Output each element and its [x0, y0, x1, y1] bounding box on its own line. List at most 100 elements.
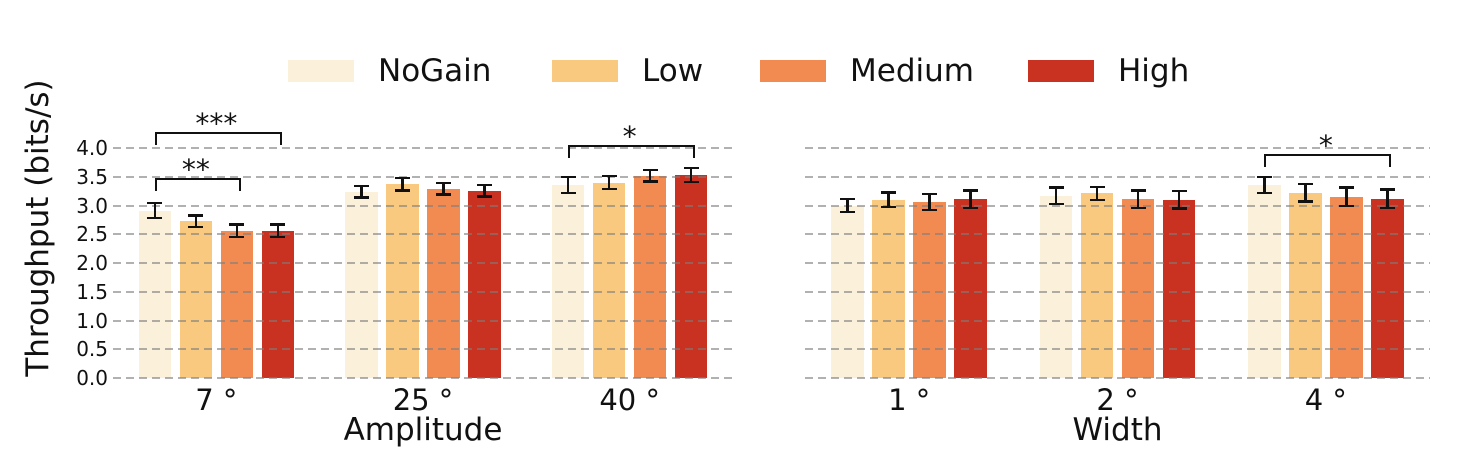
error-bar-cap — [1379, 206, 1395, 210]
bar-medium-25deg — [427, 188, 460, 378]
significance-label: * — [1318, 128, 1333, 162]
bar-medium-40deg — [633, 175, 667, 378]
error-bar — [607, 176, 611, 189]
bar-medium-7deg — [220, 230, 254, 378]
error-bar — [235, 224, 239, 238]
bar-low-2deg — [1080, 193, 1114, 378]
error-bar — [1054, 187, 1058, 204]
error-bar — [442, 183, 445, 195]
significance-label: ** — [181, 153, 210, 187]
error-bar — [969, 190, 972, 208]
error-bar — [1177, 191, 1181, 209]
error-bar-cap — [436, 193, 451, 196]
error-bar — [689, 168, 693, 182]
error-bar-cap — [601, 174, 617, 178]
gridline — [113, 175, 733, 178]
gridline — [113, 204, 733, 207]
error-bar-cap — [270, 235, 286, 239]
error-bar-cap — [1171, 207, 1187, 210]
legend-item-high: High — [1028, 50, 1189, 92]
x-axis-label: Amplitude — [343, 412, 503, 448]
y-tick-label: 0.0 — [76, 366, 108, 390]
error-bar-cap — [1048, 202, 1064, 206]
y-tick-label: 0.5 — [76, 337, 108, 362]
gridline — [113, 290, 733, 293]
gridline — [805, 204, 1430, 207]
legend-item-medium: Medium — [760, 50, 974, 92]
bar-medium-4deg — [1330, 196, 1363, 378]
error-bar-cap — [642, 168, 658, 172]
legend-swatch-high — [1028, 60, 1094, 82]
error-bar-cap — [922, 192, 938, 196]
significance-label: *** — [195, 106, 238, 140]
error-bar-cap — [963, 206, 979, 210]
significance-bracket — [1264, 153, 1392, 167]
error-bar — [360, 185, 363, 198]
y-tick-label: 4.0 — [76, 136, 108, 160]
error-bar — [194, 215, 198, 227]
error-bar-cap — [354, 184, 369, 188]
y-tick-label: 2.0 — [76, 251, 108, 275]
y-tick-label: 1.0 — [76, 308, 108, 333]
x-tick-label: 40 ° — [599, 383, 660, 417]
error-bar — [1386, 189, 1389, 208]
error-bar — [1304, 184, 1307, 202]
error-bar-cap — [1338, 204, 1354, 208]
legend-swatch-medium — [760, 60, 826, 82]
error-bar-cap — [1048, 186, 1064, 189]
bar-low-25deg — [386, 184, 419, 378]
error-bar — [276, 224, 280, 238]
error-bar-cap — [229, 235, 245, 239]
error-bar-cap — [1297, 200, 1313, 203]
x-tick-label: 2 ° — [1096, 383, 1139, 417]
legend-label: NoGain — [378, 53, 492, 89]
error-bar — [1136, 190, 1140, 208]
bar-low-4deg — [1289, 192, 1322, 378]
error-bar-cap — [188, 214, 204, 217]
error-bar-cap — [1379, 188, 1395, 191]
error-bar-cap — [881, 191, 897, 194]
error-bar-cap — [963, 189, 979, 192]
error-bar-cap — [270, 223, 286, 226]
gridline — [805, 147, 1430, 149]
bar-high-2deg — [1162, 199, 1196, 378]
gridline — [805, 290, 1430, 293]
error-bar-cap — [1171, 189, 1187, 193]
error-bar-cap — [1256, 191, 1272, 195]
gridline — [805, 175, 1430, 178]
gridline — [113, 262, 733, 264]
bar-low-7deg — [179, 221, 213, 378]
x-axis-label: Width — [1072, 412, 1163, 448]
error-bar — [153, 203, 157, 219]
bar-nogain-40deg — [551, 184, 585, 378]
legend-swatch-nogain — [288, 60, 354, 82]
gridline — [805, 262, 1430, 264]
error-bar-cap — [1338, 186, 1354, 189]
error-bar-cap — [354, 196, 369, 199]
significance-bracket — [154, 131, 282, 145]
y-tick-label: 1.5 — [76, 279, 108, 304]
error-bar — [1345, 187, 1348, 207]
error-bar — [1095, 187, 1099, 200]
gridline — [113, 233, 733, 236]
error-bar-cap — [1089, 185, 1105, 189]
legend: NoGain Low Medium High — [0, 50, 1459, 92]
error-bar — [928, 194, 931, 211]
error-bar-cap — [560, 175, 576, 178]
bar-high-7deg — [261, 230, 295, 378]
error-bar-cap — [477, 183, 492, 187]
significance-label: * — [622, 119, 637, 153]
error-bar-cap — [147, 201, 163, 205]
significance-bracket — [568, 144, 696, 158]
bar-nogain-4deg — [1248, 184, 1281, 378]
error-bar-cap — [683, 180, 699, 184]
error-bar — [566, 176, 570, 193]
legend-item-nogain: NoGain — [288, 50, 491, 92]
error-bar — [846, 199, 849, 212]
error-bar-cap — [840, 197, 856, 201]
legend-label: Medium — [850, 53, 974, 89]
error-bar-cap — [1089, 198, 1105, 201]
legend-swatch-low — [552, 60, 618, 82]
error-bar-cap — [1256, 175, 1272, 178]
